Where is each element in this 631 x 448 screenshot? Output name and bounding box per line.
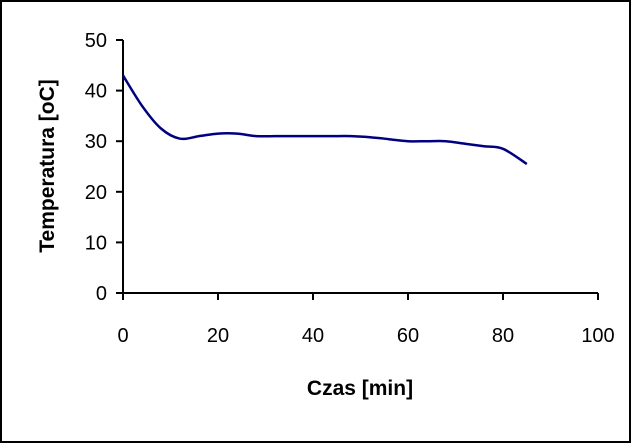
x-tick-label: 20 [207,325,229,347]
y-tick-label: 0 [96,283,107,305]
x-tick-label: 100 [581,325,614,347]
series-line [121,74,528,166]
y-tick-label: 30 [85,131,107,153]
x-tick-label: 0 [117,325,128,347]
y-axis-title: Temperatura [oC] [36,79,59,252]
x-tick-label: 60 [397,325,419,347]
y-tick-label: 20 [85,182,107,204]
series-layer [121,74,528,166]
axes: 0 10 20 30 40 50 0 20 40 60 80 100 [85,30,615,347]
x-axis-title: Czas [min] [307,377,413,400]
x-tick-label: 40 [302,325,324,347]
y-tick-label: 50 [85,30,107,52]
y-tick-label: 10 [85,232,107,254]
x-tick-label: 80 [492,325,514,347]
y-tick-label: 40 [85,81,107,103]
